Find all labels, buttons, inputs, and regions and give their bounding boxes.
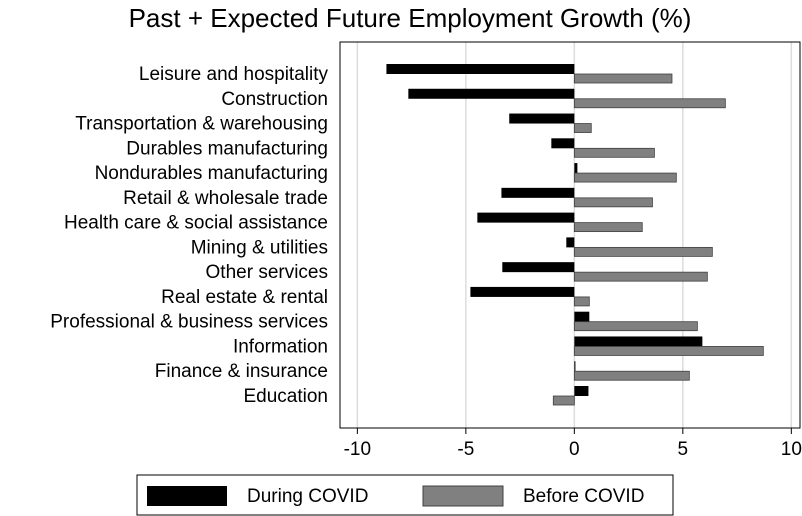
bar [573, 172, 677, 183]
bar [566, 237, 575, 248]
legend-swatch [147, 486, 227, 506]
y-tick-label: Durables manufacturing [126, 138, 328, 159]
y-tick-label: Education [243, 386, 328, 407]
bar [573, 346, 764, 356]
y-tick-label: Finance & insurance [155, 361, 328, 382]
bar [502, 262, 575, 273]
bar [573, 98, 726, 109]
y-tick-label: Professional & business services [50, 312, 328, 333]
bar [573, 271, 708, 282]
bar [573, 296, 590, 307]
x-tick-label: 10 [781, 439, 802, 460]
plot-frame [339, 41, 801, 429]
y-tick-label: Nondurables manufacturing [95, 163, 328, 184]
chart-title: Past + Expected Future Employment Growth… [129, 3, 692, 33]
legend-swatch [422, 485, 504, 507]
bar [509, 113, 575, 124]
bar [573, 321, 698, 332]
y-tick-label: Other services [206, 262, 328, 283]
bar [573, 197, 653, 208]
y-tick-label: Information [233, 336, 328, 357]
bar [573, 246, 713, 257]
bar [408, 88, 575, 99]
y-tick-label: Transportation & warehousing [75, 114, 328, 135]
x-tick-label: 0 [569, 439, 580, 460]
x-tick-label: -5 [457, 439, 474, 460]
bar [574, 361, 576, 372]
bar [574, 311, 590, 322]
x-tick-label: -10 [344, 439, 371, 460]
y-tick-label: Real estate & rental [161, 287, 328, 308]
y-tick-label: Retail & wholesale trade [123, 188, 328, 209]
bar [552, 395, 575, 406]
bar [573, 123, 592, 133]
bar [573, 222, 643, 233]
y-tick-label: Mining & utilities [191, 237, 328, 258]
bar [573, 370, 690, 381]
bar [551, 138, 575, 149]
y-tick-label: Health care & social assistance [64, 213, 328, 234]
legend-label: During COVID [247, 486, 368, 507]
bar [573, 73, 673, 84]
bar [573, 147, 655, 158]
bar [501, 187, 575, 198]
bar [574, 386, 589, 396]
bar [574, 336, 703, 347]
bar [386, 64, 575, 74]
y-tick-label: Construction [221, 89, 328, 110]
x-tick-label: 5 [678, 439, 689, 460]
bar [470, 286, 575, 297]
y-tick-label: Leisure and hospitality [139, 64, 329, 85]
legend-label: Before COVID [523, 486, 644, 507]
bar [574, 163, 578, 174]
bar [477, 212, 575, 223]
